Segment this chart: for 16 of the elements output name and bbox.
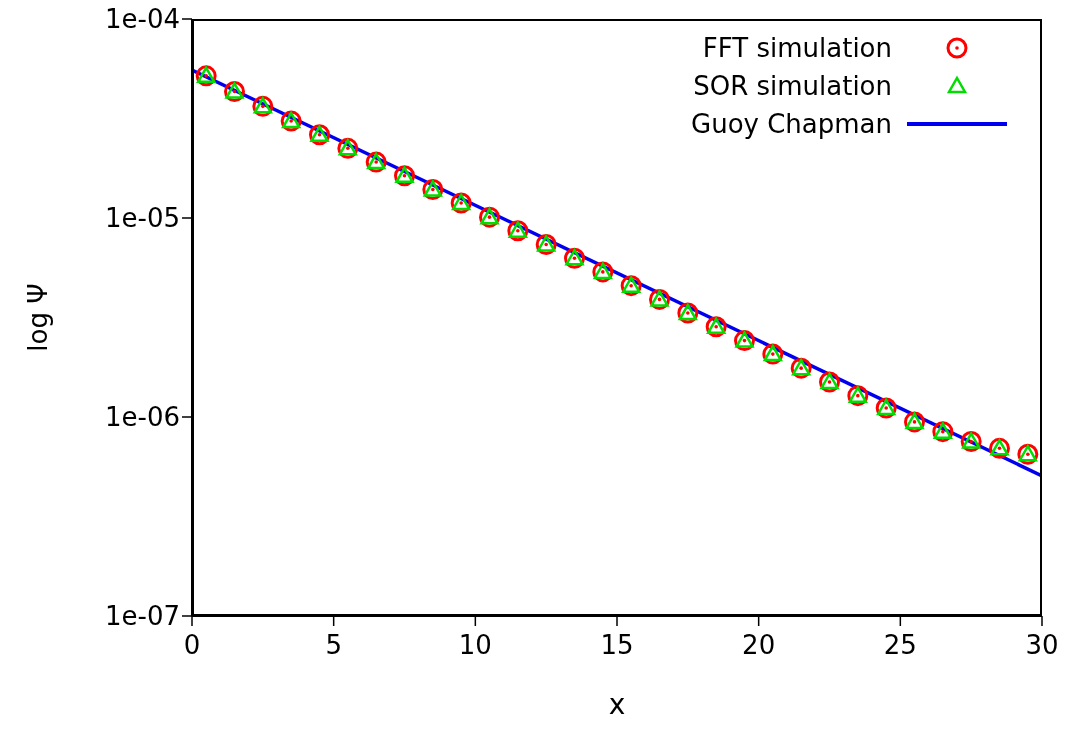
- x-tick-label: 15: [600, 630, 634, 661]
- x-tick-label: 0: [183, 630, 201, 661]
- x-tick-label: 5: [325, 630, 342, 661]
- x-tick-label: 30: [1025, 630, 1059, 661]
- x-tick-label: 25: [883, 630, 917, 661]
- x-tick-label: 10: [458, 630, 492, 661]
- y-tick-label: 1e-07: [104, 601, 180, 632]
- y-tick-label: 1e-06: [104, 402, 180, 433]
- x-tick-label: 20: [742, 630, 776, 661]
- legend-label: SOR simulation: [693, 71, 892, 101]
- y-tick-label: 1e-04: [104, 4, 180, 35]
- legend-label: FFT simulation: [702, 33, 892, 63]
- x-axis-title: x: [608, 688, 626, 721]
- legend-label: Guoy Chapman: [691, 109, 892, 139]
- y-axis-title: log Ψ: [23, 283, 54, 352]
- y-tick-label: 1e-05: [104, 203, 180, 234]
